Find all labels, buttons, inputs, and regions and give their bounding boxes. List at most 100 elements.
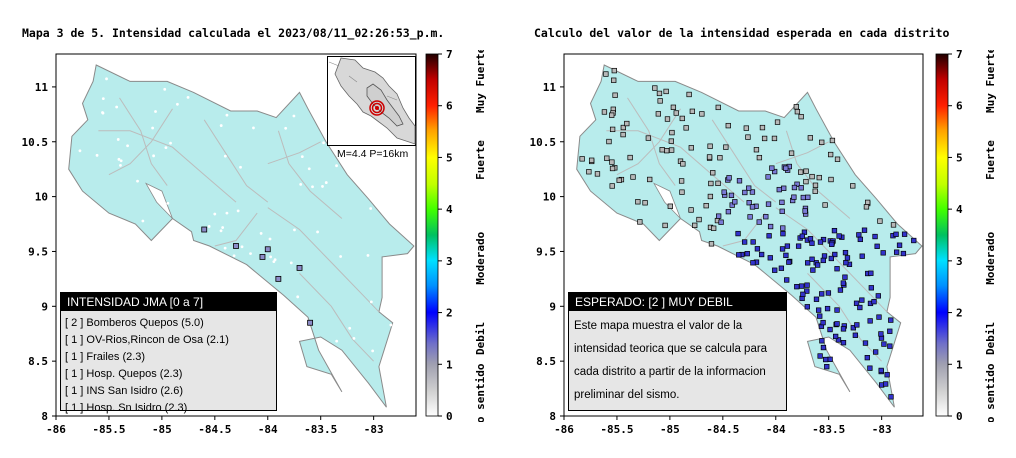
district-marker [627,154,633,161]
district-marker [893,249,900,255]
y-tick-label: 10 [543,191,556,204]
district-marker [707,193,714,200]
station-code: [ 1 ] [65,385,84,397]
city-dot [236,209,240,213]
district-marker [805,194,811,200]
district-marker [784,277,790,283]
city-dot [186,95,190,99]
x-tick-label: -85 [152,423,172,436]
district-marker [780,231,786,237]
district-marker [840,326,847,332]
city-dot [219,124,223,127]
colorbar-tick-label: 2 [446,307,453,320]
x-tick-label: -84 [766,423,786,436]
city-dot [166,201,170,205]
right-map-title: Calculo del valor de la intensidad esper… [534,26,950,40]
district-marker [827,151,834,158]
district-marker [708,241,715,247]
river-line [616,108,681,176]
district-marker [911,237,917,244]
district-marker [819,338,825,344]
district-marker [900,250,907,257]
district-marker [828,176,834,183]
district-marker [668,138,674,144]
station-name: Hosp. Sn Isidro (2.3) [86,402,188,414]
river-line [267,207,380,313]
city-dot [272,260,276,264]
district-marker [601,109,608,115]
district-marker [852,332,859,338]
district-marker [827,356,833,362]
colorbar-tick-label: 5 [956,151,963,164]
district-marker [736,252,742,258]
district-marker [759,124,766,131]
district-marker [736,178,743,184]
station-marker [201,226,208,233]
district-marker [723,144,729,150]
district-marker [783,252,789,259]
river-line [98,130,237,203]
location-inset-map [327,56,416,146]
district-marker [780,225,786,231]
river-line [606,130,745,203]
district-marker [901,231,908,237]
district-marker [872,349,879,355]
district-marker [630,174,636,180]
district-marker [706,154,713,160]
x-tick-label: -85 [660,423,680,436]
intensity-scale-label: Muy Fuerte [474,50,487,113]
intensity-scale-label: Debil [984,322,997,355]
city-dot [154,110,157,113]
station-row: [ 1 ] Hosp. Sn Isidro (2.3) [61,400,276,417]
district-marker [761,135,768,142]
district-marker [620,124,626,131]
district-marker [669,129,675,136]
x-tick-label: -85.5 [92,423,125,436]
district-marker [834,156,841,162]
district-marker [664,116,671,122]
city-dot [284,126,288,130]
city-dot [126,144,129,148]
district-marker [766,233,772,239]
river-line [267,141,321,165]
station-marker [275,275,282,282]
district-marker [771,168,778,175]
district-marker [657,98,663,104]
colorbar-tick-label: 6 [956,100,963,113]
city-dot [299,182,303,186]
district-marker [741,239,748,245]
district-marker [679,189,685,195]
district-marker [609,183,615,189]
city-dot [163,87,167,91]
intensity-scale-label: Debil [474,322,487,355]
x-tick-label: -85.5 [600,423,633,436]
district-marker [611,77,617,83]
district-marker [883,381,889,387]
district-marker [624,120,630,127]
district-marker [887,343,893,349]
district-marker [814,262,821,268]
district-marker [750,239,756,245]
district-marker [726,175,732,181]
district-marker [815,307,822,313]
district-marker [791,194,797,200]
district-marker [800,194,806,201]
district-marker [844,255,851,261]
district-marker [842,249,849,256]
district-marker [635,199,641,205]
city-dot [293,228,296,232]
city-dot [141,219,145,223]
district-marker [688,145,694,151]
river-line [108,108,173,176]
district-marker [854,322,860,328]
district-marker [805,260,811,266]
station-marker [264,246,271,253]
district-marker [799,233,805,239]
district-marker [867,318,873,324]
district-marker [652,85,658,91]
x-tick-label: -83.5 [812,423,845,436]
y-tick-label: 11 [35,81,49,94]
river-line [299,273,374,362]
city-dot [119,163,122,167]
district-marker [686,91,692,98]
